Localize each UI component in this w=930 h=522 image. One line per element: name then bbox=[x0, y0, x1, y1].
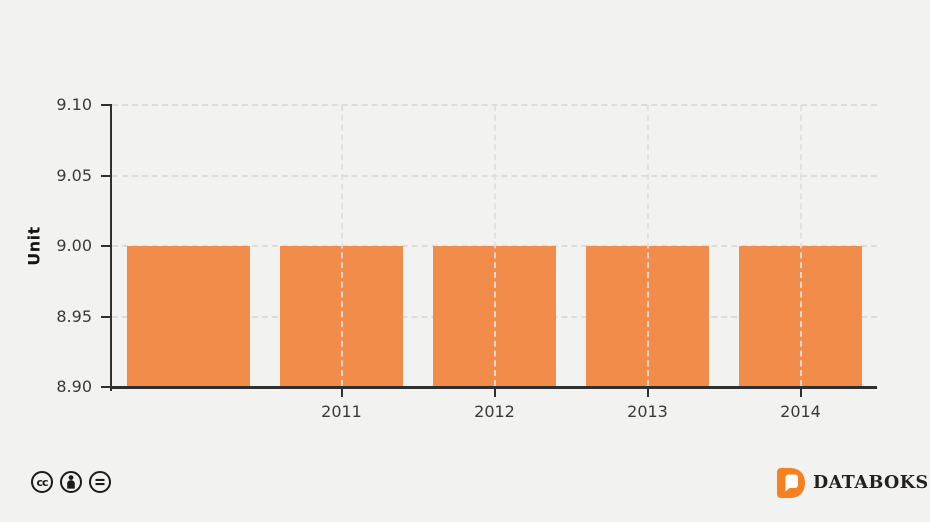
databoks-d-icon bbox=[777, 468, 805, 498]
cc-by-icon bbox=[60, 471, 82, 493]
license-badge[interactable]: cc bbox=[30, 470, 112, 494]
y-tick bbox=[101, 386, 112, 388]
x-tick-label: 2012 bbox=[474, 402, 515, 421]
y-tick-label: 8.90 bbox=[56, 377, 92, 396]
gridline-vertical bbox=[340, 105, 343, 386]
y-tick-label: 9.10 bbox=[56, 95, 92, 114]
y-tick bbox=[101, 174, 112, 177]
gridline-vertical bbox=[646, 105, 649, 386]
x-tick bbox=[799, 389, 802, 397]
x-tick-label: 2013 bbox=[627, 402, 668, 421]
databoks-wordmark: DATABOKS bbox=[813, 473, 929, 493]
y-axis-line bbox=[110, 104, 112, 391]
y-tick-label: 9.00 bbox=[56, 236, 92, 255]
y-tick-label: 9.05 bbox=[56, 165, 92, 185]
y-tick bbox=[101, 104, 112, 106]
cc-nd-icon bbox=[89, 471, 111, 493]
y-tick bbox=[101, 245, 112, 247]
x-tick bbox=[340, 389, 343, 397]
x-tick-label: 2011 bbox=[321, 402, 362, 421]
y-axis-title: Unit bbox=[24, 226, 44, 266]
databoks-logo[interactable]: DATABOKS bbox=[777, 468, 929, 498]
gridline-vertical bbox=[799, 105, 802, 386]
y-tick-label: 8.95 bbox=[56, 306, 92, 326]
cc-icon: cc bbox=[31, 471, 53, 493]
y-tick bbox=[101, 315, 112, 318]
svg-text:cc: cc bbox=[36, 476, 48, 489]
x-axis-line bbox=[110, 386, 877, 389]
x-tick bbox=[493, 389, 496, 397]
x-tick bbox=[646, 389, 649, 397]
bar-unlabeled bbox=[127, 246, 250, 386]
x-tick-label: 2014 bbox=[780, 402, 821, 421]
gridline-vertical bbox=[493, 105, 496, 386]
